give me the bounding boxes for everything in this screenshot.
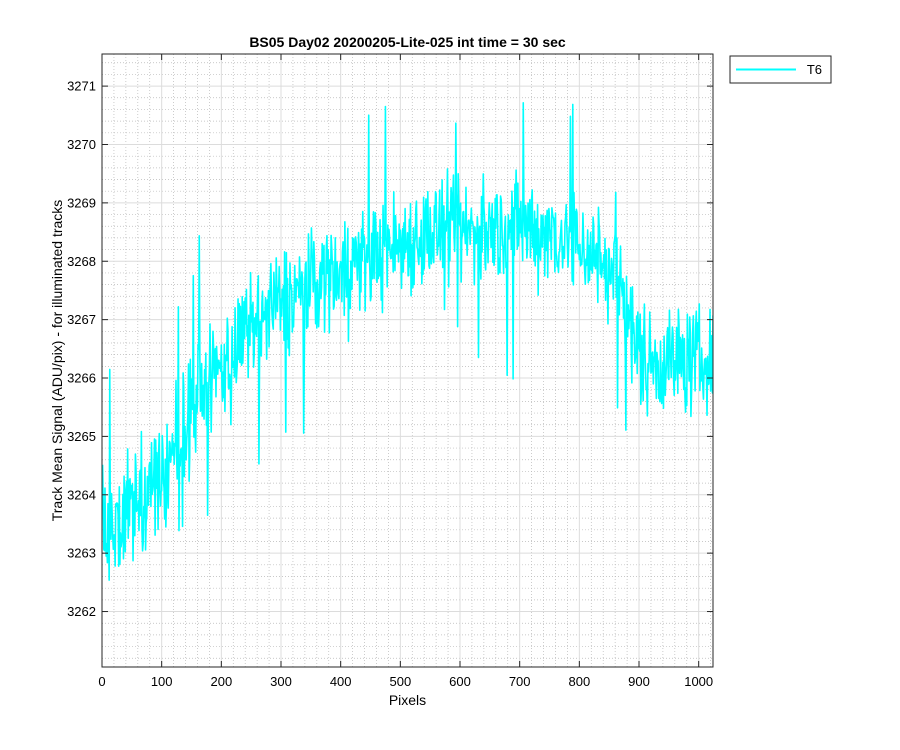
x-tick-label: 600 bbox=[449, 674, 471, 689]
series-layer bbox=[102, 101, 713, 581]
x-tick-label: 400 bbox=[330, 674, 352, 689]
y-tick-label: 3265 bbox=[67, 429, 96, 444]
x-tick-label: 700 bbox=[509, 674, 531, 689]
legend-label-T6: T6 bbox=[807, 62, 822, 77]
y-tick-label: 3266 bbox=[67, 371, 96, 386]
chart-title: BS05 Day02 20200205-Lite-025 int time = … bbox=[249, 34, 566, 50]
x-tick-label: 0 bbox=[98, 674, 105, 689]
y-axis-label: Track Mean Signal (ADU/pix) - for illumi… bbox=[49, 200, 65, 522]
y-tick-label: 3270 bbox=[67, 137, 96, 152]
x-axis: 0 100 200 300 400 500 600 700 800 900 1000 bbox=[98, 54, 713, 689]
y-tick-label: 3271 bbox=[67, 79, 96, 94]
x-tick-label: 300 bbox=[270, 674, 292, 689]
plot-area bbox=[102, 54, 713, 667]
x-axis-label: Pixels bbox=[389, 692, 426, 708]
series-line-T6 bbox=[102, 101, 713, 581]
x-tick-label: 500 bbox=[389, 674, 411, 689]
y-tick-label: 3269 bbox=[67, 195, 96, 210]
x-tick-label: 100 bbox=[151, 674, 173, 689]
x-tick-label: 900 bbox=[628, 674, 650, 689]
y-tick-label: 3268 bbox=[67, 254, 96, 269]
x-tick-label: 200 bbox=[210, 674, 232, 689]
y-tick-label: 3263 bbox=[67, 546, 96, 561]
legend: T6 bbox=[729, 55, 832, 84]
x-tick-label: 1000 bbox=[684, 674, 713, 689]
y-axis: 3262 3263 3264 3265 3266 3267 3268 3269 3270 3271 bbox=[67, 79, 713, 619]
y-tick-label: 3264 bbox=[67, 487, 96, 502]
plot-frame bbox=[101, 53, 714, 668]
y-tick-label: 3267 bbox=[67, 312, 96, 327]
y-tick-label: 3262 bbox=[67, 604, 96, 619]
x-tick-label: 800 bbox=[568, 674, 590, 689]
